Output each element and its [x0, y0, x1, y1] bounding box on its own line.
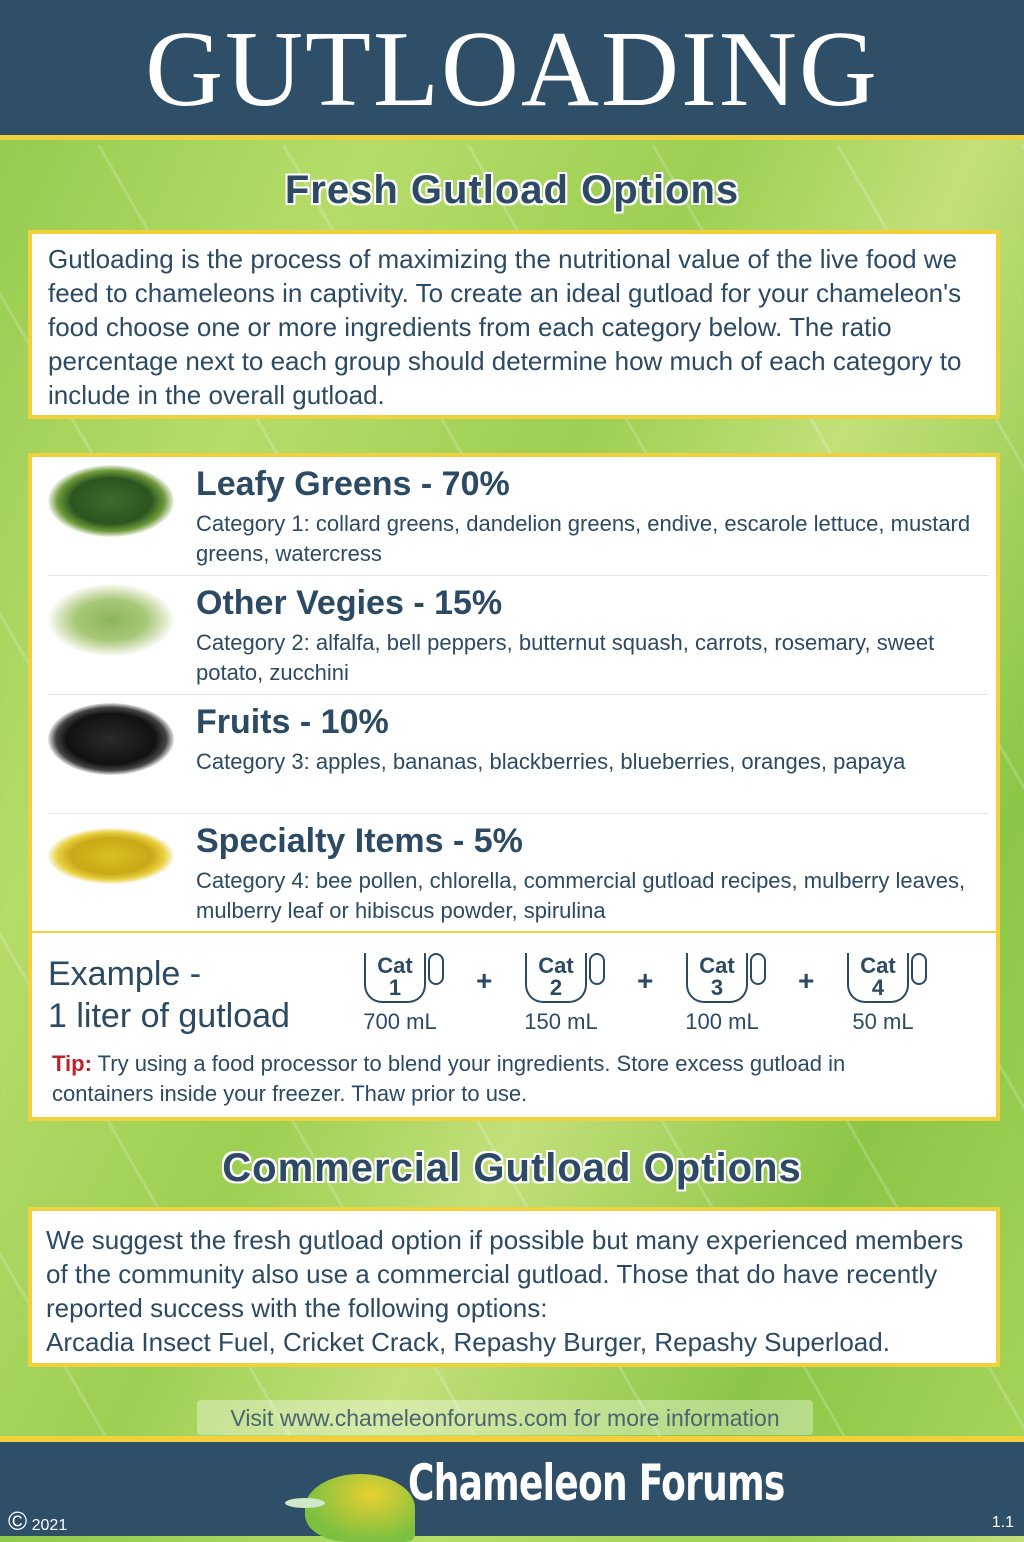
chameleon-logo-icon	[285, 1460, 415, 1542]
header: GUTLOADING	[0, 0, 1024, 140]
example-section: Example - 1 liter of gutload Cat 1 700 mL …	[32, 941, 996, 1121]
tip-text: Tip: Try using a food processor to blend…	[52, 1049, 952, 1109]
measuring-cup-4: Cat 4 50 mL	[837, 953, 929, 1035]
commercial-box: We suggest the fresh gutload option if p…	[28, 1207, 1000, 1367]
category-row: Specialty Items - 5% Category 4: bee pol…	[32, 814, 996, 933]
visit-link[interactable]: Visit www.chameleonforums.com for more i…	[197, 1400, 813, 1435]
page-title: GUTLOADING	[145, 10, 879, 129]
amount: 50 mL	[852, 1009, 914, 1034]
category-row: Other Vegies - 15% Category 2: alfalfa, …	[48, 576, 988, 695]
amount: 100 mL	[685, 1009, 759, 1034]
category-desc: Category 3: apples, bananas, blackberrie…	[196, 749, 906, 774]
commercial-text: We suggest the fresh gutload option if p…	[46, 1225, 964, 1323]
sprouts-image	[48, 584, 174, 656]
bee-pollen-image	[48, 828, 174, 884]
measuring-cup-1: Cat 1 700 mL	[354, 953, 446, 1035]
blackberries-image	[48, 703, 174, 775]
footer: © 2021 Chameleon Forums 1.1	[0, 1436, 1024, 1542]
category-title: Other Vegies - 15%	[196, 584, 503, 622]
category-desc: Category 1: collard greens, dandelion gr…	[196, 511, 971, 566]
year: 2021	[31, 1517, 68, 1534]
commercial-options: Arcadia Insect Fuel, Cricket Crack, Repa…	[46, 1327, 890, 1357]
category-title: Specialty Items - 5%	[196, 822, 523, 860]
logo-text: Chameleon Forums	[408, 1454, 785, 1512]
amount: 700 mL	[363, 1009, 437, 1034]
plus-icon: +	[798, 965, 815, 996]
plus-icon: +	[637, 965, 654, 996]
copyright-icon: ©	[8, 1506, 28, 1536]
category-row: Leafy Greens - 70% Category 1: collard g…	[48, 457, 988, 576]
intro-text: Gutloading is the process of maximizing …	[48, 244, 962, 410]
fresh-title: Fresh Gutload Options	[284, 168, 740, 212]
category-title: Fruits - 10%	[196, 703, 389, 741]
example-line1: Example -	[48, 955, 202, 993]
category-row: Fruits - 10% Category 3: apples, bananas…	[48, 695, 988, 814]
commercial-title: Commercial Gutload Options	[222, 1146, 802, 1190]
measuring-cup-3: Cat 3 100 mL	[676, 953, 768, 1035]
measuring-cup-2: Cat 2 150 mL	[515, 953, 607, 1035]
example-heading: Example - 1 liter of gutload	[48, 953, 290, 1037]
categories-box: Leafy Greens - 70% Category 1: collard g…	[28, 453, 1000, 1121]
tip-body: Try using a food processor to blend your…	[52, 1051, 846, 1106]
leafy-greens-image	[48, 465, 174, 537]
plus-icon: +	[476, 965, 493, 996]
category-title: Leafy Greens - 70%	[196, 465, 510, 503]
version: 1.1	[991, 1514, 1014, 1531]
intro-box: Gutloading is the process of maximizing …	[28, 230, 1000, 419]
example-line2: 1 liter of gutload	[48, 997, 290, 1035]
category-desc: Category 4: bee pollen, chlorella, comme…	[196, 868, 966, 923]
category-desc: Category 2: alfalfa, bell peppers, butte…	[196, 630, 935, 685]
amount: 150 mL	[524, 1009, 598, 1034]
tip-label: Tip:	[52, 1051, 92, 1076]
copyright: © 2021	[8, 1506, 67, 1537]
